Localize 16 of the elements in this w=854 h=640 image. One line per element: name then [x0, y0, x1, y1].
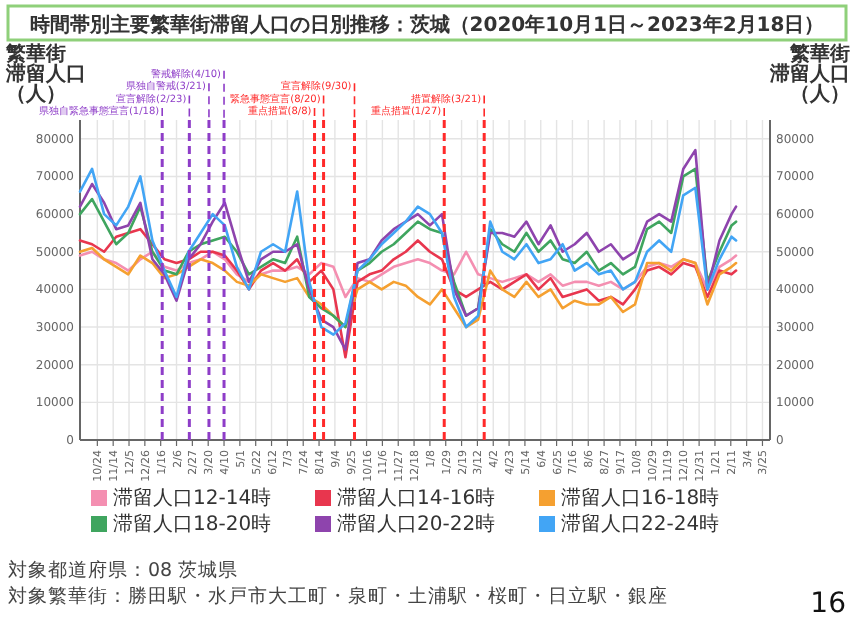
legend-label: 滞留人口12-14時 — [113, 486, 272, 510]
y2-axis-title: 繁華街滞留人口（人） — [768, 42, 850, 106]
legend-label: 滞留人口14-16時 — [337, 486, 496, 510]
text: 対象都道府県：08 茨城県 — [8, 558, 239, 582]
line-series — [78, 148, 738, 351]
legend-label: 滞留人口18-20時 — [113, 512, 272, 536]
y-axis-title: 繁華街滞留人口（人） — [4, 42, 86, 106]
line-series — [78, 246, 738, 329]
text: 16 — [810, 588, 847, 620]
chart-title: 時間帯別主要繁華街滞留人口の日別推移：茨城（2020年10月1日～2023年2月18日） — [29, 13, 825, 37]
line-series — [78, 227, 738, 359]
legend-label: 滞留人口22-24時 — [561, 512, 720, 536]
text: 対象繁華街：勝田駅・水戸市大工町・泉町・土浦駅・桜町・日立駅・銀座 — [8, 584, 668, 608]
line-series — [78, 250, 738, 299]
legend-label: 滞留人口16-18時 — [561, 486, 720, 510]
legend-label: 滞留人口20-22時 — [337, 512, 496, 536]
